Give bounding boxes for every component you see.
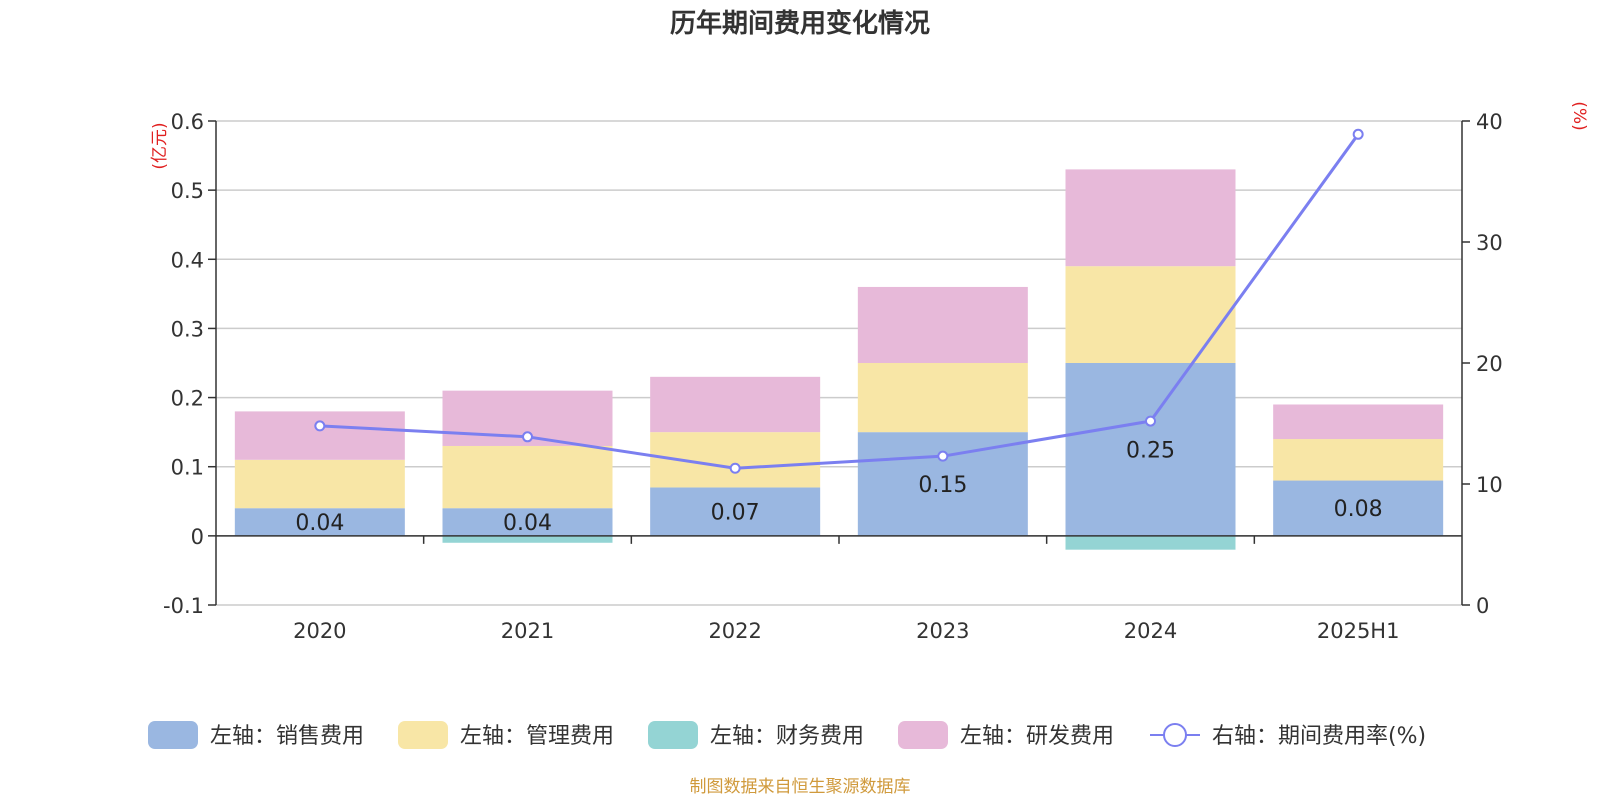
left-tick-label: 0.6 — [171, 110, 204, 134]
left-tick-label: 0.5 — [171, 179, 204, 203]
legend-swatch — [398, 721, 448, 749]
right-tick-label: 30 — [1476, 231, 1503, 255]
bar-series — [234, 169, 1444, 550]
bar-segment — [857, 286, 1028, 363]
legend-item[interactable]: 左轴：销售费用 — [148, 721, 364, 749]
left-tick-label: 0.3 — [171, 317, 204, 341]
rate-line — [319, 133, 1360, 470]
legend-label: 左轴：销售费用 — [210, 724, 364, 749]
x-tick-label: 2020 — [293, 619, 346, 643]
bar-data-label: 0.25 — [1126, 438, 1175, 463]
left-axis: 0.6 0.5 0.4 0.3 0.2 0.1 0 -0.1 — [163, 110, 217, 618]
bar-segment — [442, 535, 613, 543]
bar-segment — [442, 445, 613, 509]
x-axis: 2020 2021 2022 2023 2024 2025H1 — [293, 535, 1400, 643]
left-tick-label: 0 — [191, 525, 204, 549]
bar-segment — [857, 363, 1028, 433]
right-axis: 40 30 20 10 0 — [1461, 110, 1503, 618]
legend-swatch — [898, 721, 948, 749]
legend-item[interactable]: 右轴：期间费用率(%) — [1150, 723, 1426, 749]
bar-segment — [1273, 439, 1444, 481]
legend-label: 左轴：研发费用 — [960, 724, 1114, 749]
x-tick-label: 2021 — [501, 619, 554, 643]
bar-segment — [1273, 404, 1444, 440]
x-tick-label: 2024 — [1124, 619, 1177, 643]
bar-data-label: 0.07 — [711, 501, 760, 526]
legend-item[interactable]: 左轴：财务费用 — [648, 721, 864, 749]
legend-swatch — [148, 721, 198, 749]
right-tick-label: 40 — [1476, 110, 1503, 134]
left-tick-label: 0.4 — [171, 248, 204, 272]
legend-swatch — [648, 721, 698, 749]
left-tick-label: 0.1 — [171, 456, 204, 480]
legend-item[interactable]: 左轴：研发费用 — [898, 721, 1114, 749]
bar-segment — [1065, 169, 1236, 267]
bar-segment — [1273, 480, 1444, 536]
bar-segment — [442, 508, 613, 536]
line-series — [314, 128, 1364, 474]
bar-segment — [857, 432, 1028, 536]
bar-segment — [234, 459, 405, 509]
bar-data-label: 0.04 — [295, 511, 344, 536]
bar-segment — [1065, 363, 1236, 536]
bar-data-label: 0.04 — [503, 511, 552, 536]
x-tick-label: 2023 — [916, 619, 969, 643]
rate-point — [937, 450, 949, 462]
rate-point — [1145, 415, 1156, 427]
legend-label: 左轴：财务费用 — [710, 724, 864, 749]
bar-segment — [650, 487, 821, 536]
right-tick-label: 20 — [1476, 352, 1503, 376]
right-tick-label: 0 — [1476, 594, 1489, 618]
chart-title: 历年期间费用变化情况 — [670, 8, 930, 39]
bar-segment — [650, 376, 821, 433]
bar-data-label: 0.08 — [1334, 497, 1383, 522]
legend-marker — [1163, 723, 1187, 747]
rate-point — [522, 431, 533, 443]
rate-point — [729, 462, 741, 474]
bar-segment — [234, 411, 405, 460]
legend-label: 左轴：管理费用 — [460, 724, 614, 749]
rate-point — [1352, 128, 1364, 140]
bar-data-label: 0.15 — [918, 473, 967, 498]
x-tick-label: 2025H1 — [1317, 619, 1400, 643]
x-tick-label: 2022 — [708, 619, 761, 643]
right-tick-label: 10 — [1476, 473, 1503, 497]
data-labels: 0.04 0.04 0.07 0.15 0.25 0.08 — [295, 438, 1382, 536]
left-axis-unit: (亿元) — [150, 122, 170, 169]
source-note: 制图数据来自恒生聚源数据库 — [690, 777, 911, 797]
left-tick-label: -0.1 — [163, 594, 204, 618]
legend-item[interactable]: 左轴：管理费用 — [398, 721, 614, 749]
rate-point — [314, 420, 326, 432]
left-tick-label: 0.2 — [171, 387, 204, 411]
legend: 左轴：销售费用 左轴：管理费用 左轴：财务费用 左轴：研发费用 右轴：期间费用率(%) — [148, 721, 1426, 749]
right-axis-unit: (%) — [1569, 101, 1589, 130]
bar-segment — [234, 508, 405, 536]
legend-label: 右轴：期间费用率(%) — [1212, 724, 1426, 749]
bar-segment — [1065, 266, 1236, 363]
bar-segment — [1065, 535, 1236, 550]
